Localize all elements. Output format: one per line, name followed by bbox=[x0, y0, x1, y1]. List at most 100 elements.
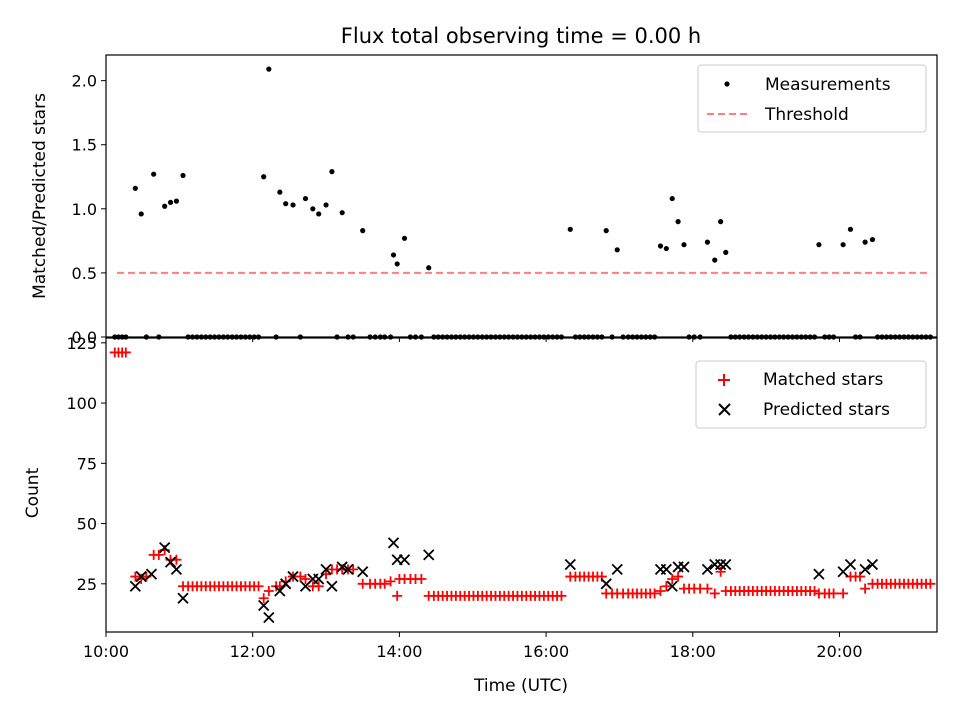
bottom-y-tick-label: 75 bbox=[77, 454, 97, 473]
legend-marker-measurements bbox=[724, 81, 730, 87]
predicted-star-point bbox=[336, 561, 348, 573]
matched-star-point bbox=[655, 586, 666, 597]
measurement-point bbox=[718, 219, 724, 225]
top-axes-frame bbox=[105, 54, 938, 338]
measurement-point bbox=[840, 242, 846, 248]
measurement-point bbox=[132, 185, 138, 191]
top-legend-box bbox=[697, 64, 927, 133]
measurement-point bbox=[816, 242, 822, 248]
measurement-point bbox=[712, 257, 718, 263]
measurement-point bbox=[614, 247, 620, 253]
predicted-star-point bbox=[263, 611, 275, 624]
measurement-point bbox=[360, 228, 366, 234]
bottom-marks bbox=[109, 347, 936, 624]
top-legend: Measurements Threshold bbox=[697, 64, 927, 133]
predicted-star-point bbox=[564, 558, 576, 571]
x-tick-label: 18:00 bbox=[670, 642, 716, 661]
measurement-point bbox=[704, 239, 711, 245]
matched-star-point bbox=[416, 573, 427, 584]
predicted-star-point bbox=[342, 563, 354, 575]
measurement-point bbox=[173, 198, 180, 204]
matched-star-point bbox=[120, 347, 131, 358]
predicted-star-point bbox=[813, 568, 825, 580]
x-tick-label: 16:00 bbox=[523, 642, 569, 661]
matched-star-point bbox=[385, 576, 396, 587]
measurement-point bbox=[277, 189, 283, 195]
matched-star-point bbox=[130, 571, 141, 582]
measurement-point bbox=[302, 195, 309, 202]
legend-label-measurements: Measurements bbox=[765, 75, 891, 95]
predicted-star-point bbox=[714, 558, 727, 571]
bottom-y-axis-label: Count bbox=[23, 467, 43, 518]
measurement-point bbox=[390, 252, 397, 258]
matched-star-point bbox=[925, 578, 936, 589]
bottom-y-ticks: 25 50 75 100 125 bbox=[66, 334, 106, 594]
matched-star-point bbox=[838, 588, 849, 599]
bottom-legend: Matched stars Predicted stars bbox=[695, 360, 927, 429]
predicted-star-point bbox=[313, 573, 325, 585]
matched-star-point bbox=[661, 581, 672, 592]
matched-star-point bbox=[295, 571, 306, 582]
predicted-star-point bbox=[129, 580, 141, 592]
measurement-point bbox=[657, 243, 664, 249]
legend-label-predicted: Predicted stars bbox=[763, 400, 890, 420]
top-y-tick-label: 0.0 bbox=[72, 328, 97, 347]
measurement-point bbox=[329, 169, 335, 175]
matched-star-point bbox=[348, 564, 359, 575]
predicted-star-point bbox=[678, 561, 690, 573]
top-y-tick-label: 1.5 bbox=[72, 136, 97, 155]
measurement-point bbox=[567, 226, 573, 232]
measurement-point bbox=[323, 202, 329, 208]
measurement-point bbox=[862, 239, 868, 245]
top-y-axis-label: Matched/Predicted stars bbox=[30, 93, 50, 299]
measurement-point bbox=[401, 235, 408, 241]
predicted-star-point bbox=[287, 570, 299, 583]
measurement-point bbox=[869, 236, 876, 243]
predicted-star-point bbox=[387, 537, 400, 549]
predicted-star-point bbox=[611, 563, 623, 575]
matched-star-point bbox=[392, 590, 403, 601]
matched-star-point bbox=[809, 586, 820, 597]
predicted-star-point bbox=[177, 592, 189, 604]
bottom-legend-box bbox=[695, 360, 927, 429]
legend-label-threshold: Threshold bbox=[764, 105, 849, 125]
predicted-star-point bbox=[135, 570, 147, 583]
top-y-tick-label: 0.5 bbox=[72, 264, 97, 283]
predicted-star-point bbox=[258, 599, 270, 612]
measurement-point bbox=[681, 242, 687, 248]
matched-star-point bbox=[673, 571, 684, 582]
top-y-tick-label: 1.0 bbox=[72, 200, 97, 219]
predicted-star-point bbox=[357, 566, 369, 578]
predicted-star-point bbox=[170, 563, 183, 575]
measurement-point bbox=[603, 228, 609, 234]
bottom-y-tick-label: 125 bbox=[66, 334, 97, 353]
measurement-point bbox=[290, 202, 296, 208]
predicted-star-point bbox=[145, 568, 158, 580]
matched-star-point bbox=[253, 581, 264, 592]
top-y-ticks: 0.0 0.5 1.0 1.5 2.0 bbox=[72, 72, 106, 347]
matched-star-point bbox=[709, 588, 720, 599]
matched-star-point bbox=[828, 588, 839, 599]
x-tick-label: 12:00 bbox=[230, 642, 276, 661]
measurement-point bbox=[180, 172, 186, 179]
matched-star-point bbox=[556, 590, 567, 601]
measurement-point bbox=[394, 261, 400, 267]
measurement-point bbox=[162, 203, 168, 209]
measurement-point bbox=[426, 265, 432, 271]
measurement-point bbox=[283, 201, 289, 207]
predicted-star-point bbox=[164, 556, 177, 568]
measurement-point bbox=[261, 174, 267, 180]
bottom-axes-frame bbox=[105, 337, 938, 633]
predicted-star-point bbox=[859, 563, 871, 575]
matched-star-point bbox=[153, 549, 164, 560]
top-panel: 0.00.51.01.52.0 Matched/Predicted stars … bbox=[30, 54, 938, 347]
measurement-point bbox=[138, 211, 144, 217]
predicted-star-point bbox=[320, 563, 332, 575]
predicted-star-point bbox=[326, 580, 338, 592]
measurement-point bbox=[847, 226, 854, 232]
predicted-star-point bbox=[844, 558, 857, 571]
predicted-star-point bbox=[159, 542, 171, 554]
bottom-panel: 25 50 75 100 125 10:00 12:00 14:00 16:00 18:00 20… bbox=[23, 334, 938, 696]
x-axis-label: Time (UTC) bbox=[473, 676, 568, 696]
